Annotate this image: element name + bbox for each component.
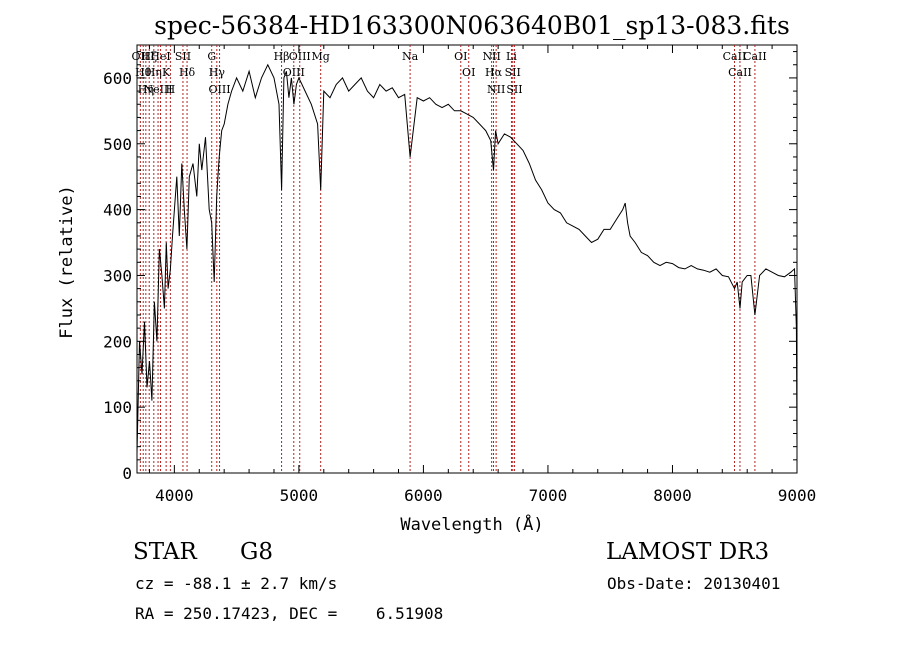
line-marker-label: Hθ [135, 66, 152, 79]
obs-date-text: Obs-Date: 20130401 [607, 574, 781, 593]
survey-name: LAMOST DR3 [606, 539, 770, 565]
y-tick-label: 600 [103, 69, 132, 88]
object-class: STAR [133, 539, 197, 565]
line-marker-label: NII [487, 83, 505, 96]
line-marker-label: Mg [312, 50, 330, 63]
plot-frame [136, 44, 798, 474]
line-marker-label: HeI [150, 50, 170, 63]
redshift-text: cz = -88.1 ± 2.7 km/s [135, 574, 338, 593]
line-marker-label: OI [454, 50, 467, 63]
x-tick-label: 4000 [155, 486, 194, 505]
x-axis-label: Wavelength (Å) [400, 513, 543, 535]
line-marker-label: SII [175, 50, 191, 63]
line-marker-label: Hγ [209, 66, 226, 79]
y-tick-label: 0 [122, 464, 132, 483]
line-marker-label: OI [462, 66, 475, 79]
line-marker-label: Hζ [141, 50, 157, 63]
line-marker-label: Na [402, 50, 419, 63]
line-marker-label: CaII [728, 66, 752, 79]
line-marker-label: OIII [289, 50, 311, 63]
subclass: G8 [240, 539, 274, 565]
line-marker-label: CaII [743, 50, 767, 63]
y-tick-label: 100 [103, 398, 132, 417]
flux-line [136, 63, 798, 454]
line-marker-label: Li [506, 50, 517, 63]
line-marker-label: SII [505, 66, 521, 79]
y-axis-label: Flux (relative) [57, 185, 77, 339]
line-marker-label: Hδ [179, 66, 196, 79]
line-marker-label: OII [132, 50, 150, 63]
line-marker-label: G [207, 50, 216, 63]
line-marker-label: Hη [146, 66, 162, 79]
coordinates-text: RA = 250.17423, DEC = 6.51908 [135, 604, 444, 623]
line-marker-label: H [166, 83, 176, 96]
x-tick-label: 8000 [653, 486, 692, 505]
line-marker-label: OIII [283, 66, 305, 79]
line-marker-label: SII [506, 83, 522, 96]
line-marker-label: NeIII [143, 83, 172, 96]
y-tick-label: 500 [103, 135, 132, 154]
line-marker-label: Hβ [274, 50, 290, 63]
line-marker-label: K [162, 66, 171, 79]
x-tick-label: 9000 [778, 486, 817, 505]
line-markers [139, 45, 756, 473]
x-tick-label: 5000 [280, 486, 319, 505]
line-marker-labels: OIIHθHηHζHηNeIIIHeIKHSIIHδGHγOIIIHβOIIIO… [132, 50, 767, 96]
line-marker-label: NII [482, 50, 500, 63]
y-tick-label: 200 [103, 332, 132, 351]
x-tick-label: 7000 [529, 486, 568, 505]
line-marker-label: Hη [138, 83, 154, 96]
x-axis: 4000 5000 6000 7000 8000 9000 [148, 45, 817, 505]
x-tick-label: 6000 [404, 486, 443, 505]
y-tick-label: 300 [103, 266, 132, 285]
line-marker-label: Hα [485, 66, 503, 79]
spectrum-chart: spec-56384-HD163300N063640B01_sp13-083.f… [57, 11, 817, 535]
line-marker-label: CaII [723, 50, 747, 63]
y-tick-label: 400 [103, 201, 132, 220]
chart-title: spec-56384-HD163300N063640B01_sp13-083.f… [154, 11, 790, 40]
line-marker-label: OIII [209, 83, 231, 96]
y-axis: 0 100 200 300 400 500 600 [103, 51, 797, 483]
